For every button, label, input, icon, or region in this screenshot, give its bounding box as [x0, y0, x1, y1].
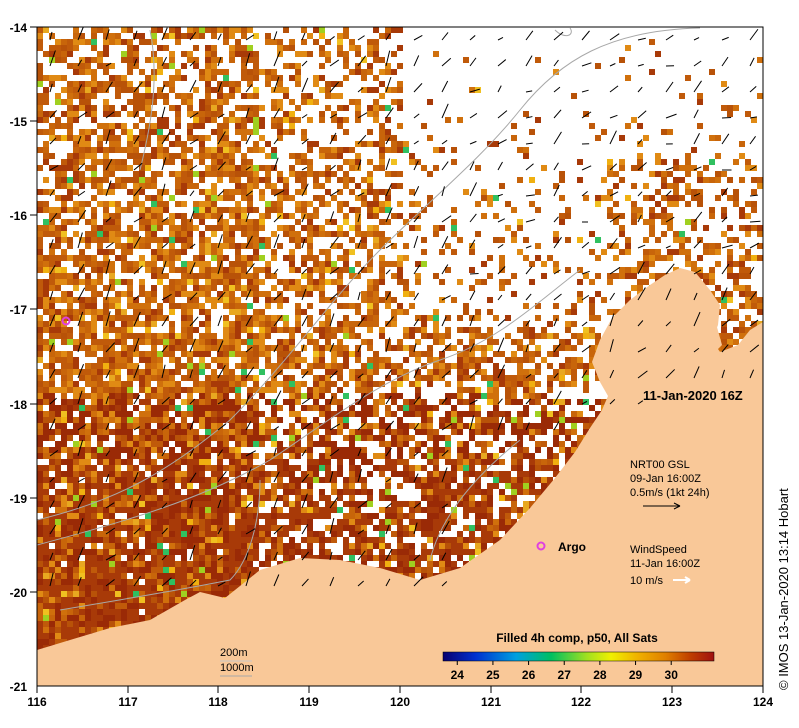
current-legend-date: 09-Jan 16:00Z [630, 473, 701, 485]
argo-marker-icon [536, 541, 546, 551]
colorbar-title: Filled 4h comp, p50, All Sats [496, 631, 658, 645]
lon-tick: 119 [299, 695, 319, 709]
current-scale-arrowhead [673, 502, 681, 510]
isobath-1000-label: 1000m [220, 662, 254, 674]
wind-legend: WindSpeed 11-Jan 16:00Z 10 m/s [630, 544, 700, 587]
current-legend: NRT00 GSL 09-Jan 16:00Z 0.5m/s (1kt 24h) [630, 459, 709, 510]
lat-tick: -17 [10, 303, 28, 317]
argo-label: Argo [558, 540, 586, 554]
lon-tick: 121 [481, 695, 501, 709]
lon-tick: 116 [27, 695, 47, 709]
current-legend-title: NRT00 GSL [630, 459, 690, 471]
lon-tick-labels: 116 117 118 119 120 121 122 123 124 [27, 695, 773, 709]
colorbar-tick-label: 29 [629, 668, 643, 682]
lon-tick: 122 [571, 695, 591, 709]
wind-scale-arrowhead [684, 576, 691, 584]
lat-tick: -16 [10, 209, 28, 223]
lon-tick: 117 [118, 695, 138, 709]
colorbar-tick-label: 30 [665, 668, 679, 682]
lat-tick: -15 [10, 115, 28, 129]
map-date-label: 11-Jan-2020 16Z [643, 388, 743, 403]
land-islands [698, 300, 722, 352]
lon-tick: 118 [208, 695, 228, 709]
isobaths [37, 27, 701, 611]
lat-tick: -19 [10, 492, 28, 506]
argo-float-icon [61, 316, 71, 326]
isobath-legend: 200m 1000m [220, 647, 254, 677]
land-mass [37, 268, 763, 686]
lat-tick: -21 [10, 680, 28, 694]
wind-legend-scale: 10 m/s [630, 575, 664, 587]
colorbar-tick-label: 26 [522, 668, 536, 682]
colorbar: Filled 4h comp, p50, All Sats 24 25 26 27 28… [442, 631, 715, 682]
wind-legend-date: 11-Jan 16:00Z [630, 558, 700, 570]
lon-tick: 120 [390, 695, 410, 709]
lat-tick: -20 [10, 586, 28, 600]
current-legend-scale: 0.5m/s (1kt 24h) [630, 487, 709, 499]
isobath-200-label: 200m [220, 647, 248, 659]
argo-legend: Argo [61, 316, 586, 554]
current-vectors [49, 27, 761, 587]
colorbar-gradient [442, 651, 715, 662]
colorbar-tick-label: 25 [486, 668, 500, 682]
colorbar-tick-label: 27 [558, 668, 572, 682]
lat-tick-labels: -14 -15 -16 -17 -18 -19 -20 -21 [10, 21, 28, 694]
colorbar-tick-label: 24 [451, 668, 465, 682]
lat-tick: -14 [10, 21, 28, 35]
lon-tick: 123 [662, 695, 682, 709]
lat-tick: -18 [10, 398, 28, 412]
wind-legend-title: WindSpeed [630, 544, 687, 556]
lon-tick: 124 [753, 695, 773, 709]
axis-ticks [30, 26, 764, 693]
colorbar-ticks: 24 25 26 27 28 29 30 [451, 661, 679, 682]
credit-text: © IMOS 13-Jan-2020 13:14 Hobart [776, 488, 791, 690]
colorbar-tick-label: 28 [593, 668, 607, 682]
